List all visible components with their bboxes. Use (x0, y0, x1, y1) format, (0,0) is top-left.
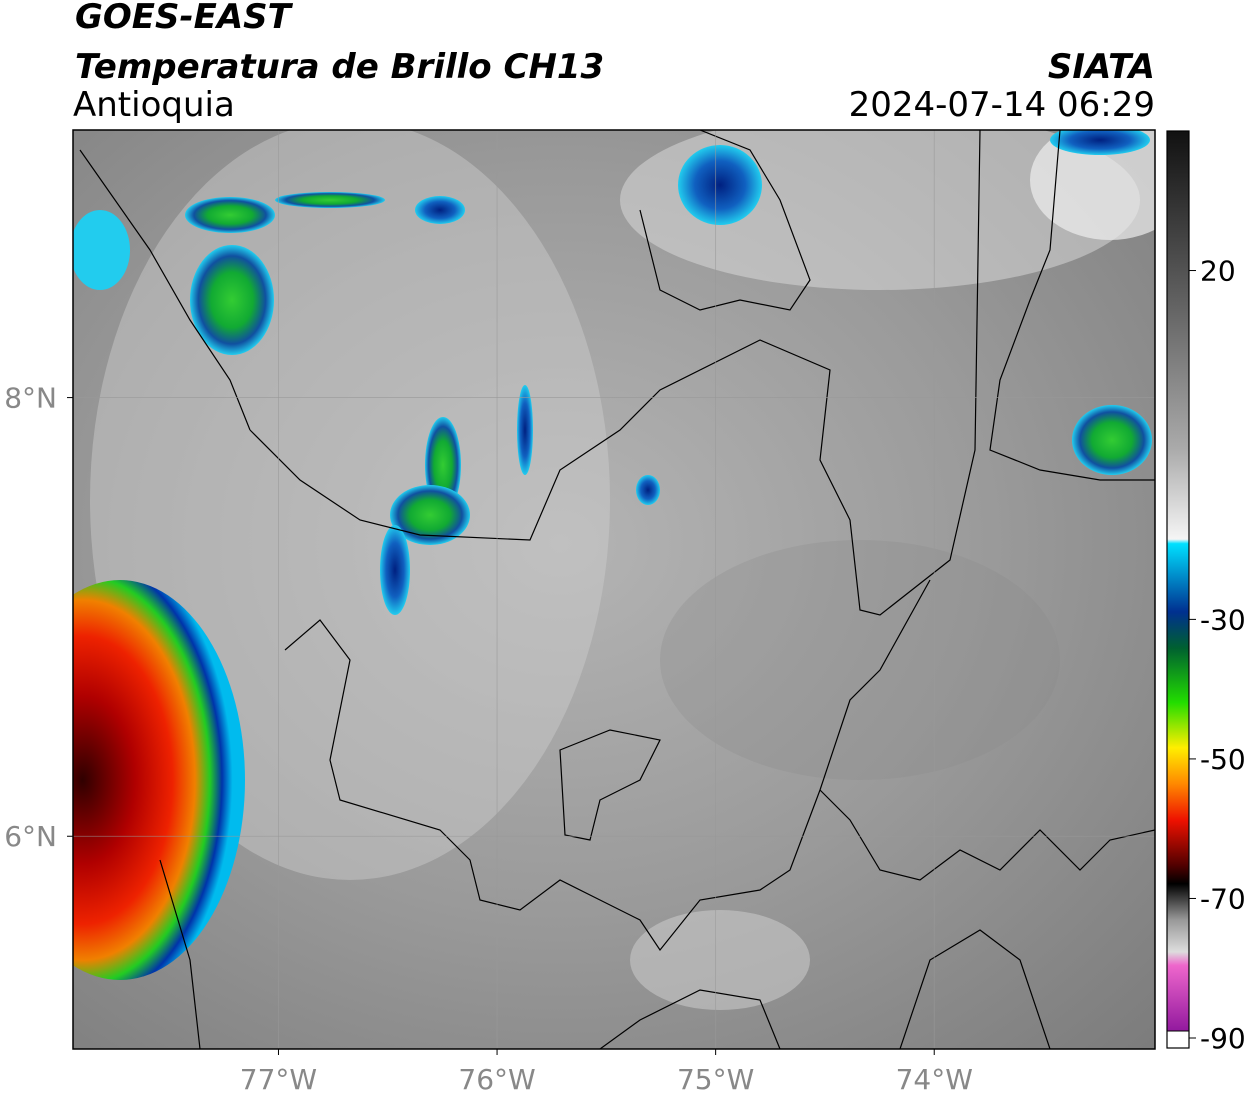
colorbar-tick-label: -90 (1200, 1022, 1246, 1055)
datetime: 2024-07-14 06:29 (849, 85, 1155, 125)
colorbar-frame (1166, 130, 1190, 1049)
x-tick-label: 74°W (896, 1063, 973, 1096)
subtitle: Temperatura de Brillo CH13 (75, 47, 604, 87)
colorbar-tick-label: -30 (1200, 603, 1246, 636)
colorbar-extension (1166, 1030, 1190, 1049)
x-tick-label: 75°W (677, 1063, 754, 1096)
colorbar-tick-label: -50 (1200, 743, 1246, 776)
y-tick-label: 8°N (4, 382, 57, 415)
y-tick-label: 6°N (4, 820, 57, 853)
colorbar (1167, 131, 1189, 1038)
title: GOES-EAST (75, 0, 294, 37)
map-frame (72, 129, 1156, 1050)
colorbar-tick-label: 20 (1200, 255, 1236, 288)
x-tick-label: 76°W (458, 1063, 535, 1096)
region: Antioquia (73, 85, 235, 125)
source: SIATA (1048, 47, 1155, 87)
x-tick-label: 77°W (240, 1063, 317, 1096)
colorbar-tick-label: -70 (1200, 882, 1246, 915)
map-image (73, 130, 1155, 1049)
